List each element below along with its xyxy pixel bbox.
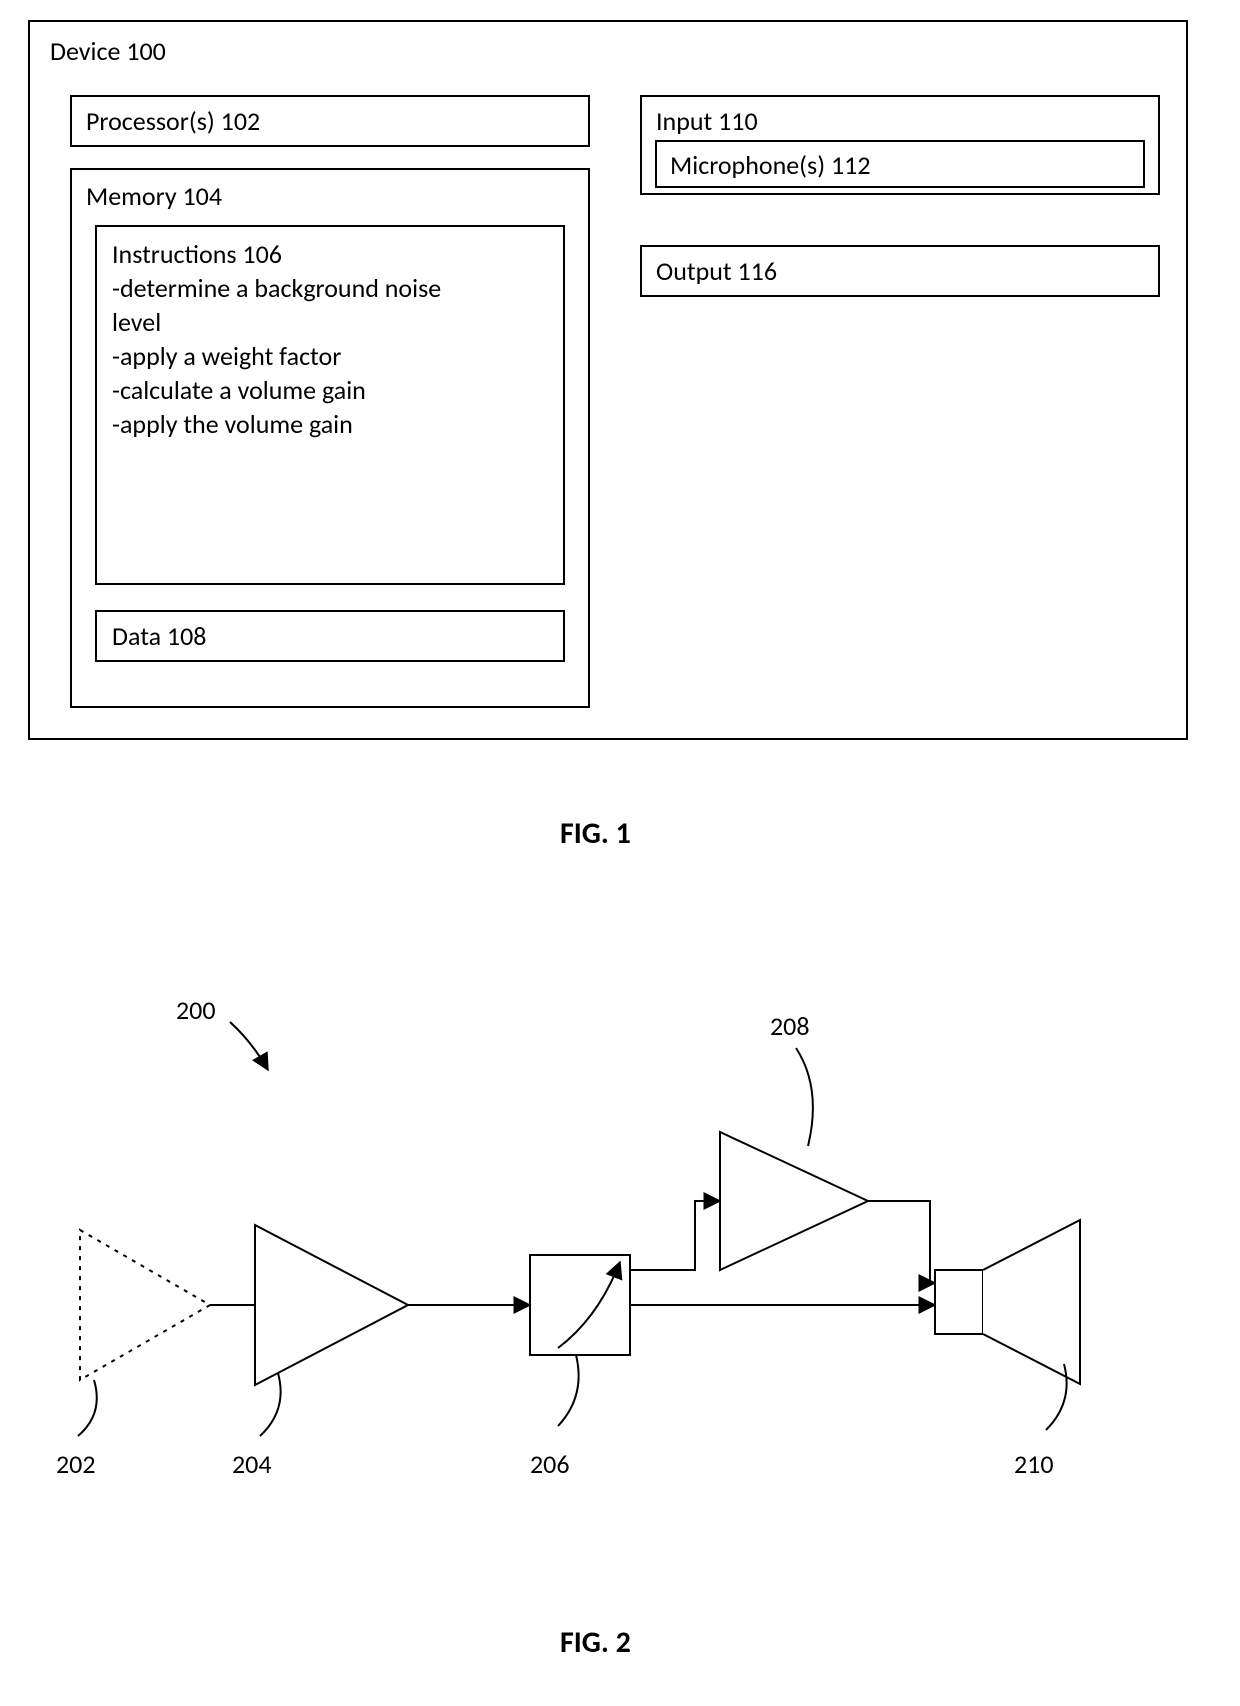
- ref-202: 202: [56, 1448, 96, 1480]
- processor-label: Processor(s) 102: [86, 105, 260, 137]
- data-label: Data 108: [112, 620, 206, 652]
- fig1-caption: FIG. 1: [560, 815, 631, 852]
- output-label: Output 116: [656, 255, 777, 287]
- branch-up: [630, 1201, 720, 1270]
- speaker-210-box: [935, 1270, 983, 1334]
- leader-202: [78, 1380, 97, 1436]
- ref-200: 200: [176, 994, 216, 1026]
- amp-208: [720, 1132, 868, 1270]
- pointer-200-curve: [230, 1022, 268, 1070]
- amp-204: [255, 1225, 408, 1385]
- box-206: [530, 1255, 630, 1355]
- leader-204: [260, 1373, 281, 1436]
- antenna-202: [80, 1230, 210, 1380]
- instruction-line-4: -apply the volume gain: [112, 408, 353, 440]
- fig2-svg: [0, 970, 1240, 1550]
- microphone-label: Microphone(s) 112: [670, 149, 871, 181]
- ref-208: 208: [770, 1010, 810, 1042]
- page: Device 100 Processor(s) 102 Memory 104 I…: [0, 0, 1240, 1706]
- leader-208: [796, 1048, 813, 1146]
- seg-208-down: [868, 1201, 935, 1283]
- ref-210: 210: [1014, 1448, 1054, 1480]
- instructions-header: Instructions 106: [112, 238, 282, 270]
- instruction-line-1: level: [112, 306, 161, 338]
- arc-206: [558, 1262, 620, 1348]
- ref-204: 204: [232, 1448, 272, 1480]
- memory-label: Memory 104: [86, 180, 222, 212]
- input-label: Input 110: [656, 105, 758, 137]
- ref-206: 206: [530, 1448, 570, 1480]
- speaker-210-horn: [983, 1220, 1080, 1384]
- instruction-line-0: -determine a background noise: [112, 272, 441, 304]
- instruction-line-2: -apply a weight factor: [112, 340, 341, 372]
- device-label: Device 100: [50, 35, 166, 67]
- leader-206: [558, 1355, 579, 1426]
- fig2-caption: FIG. 2: [560, 1624, 631, 1661]
- instruction-line-3: -calculate a volume gain: [112, 374, 366, 406]
